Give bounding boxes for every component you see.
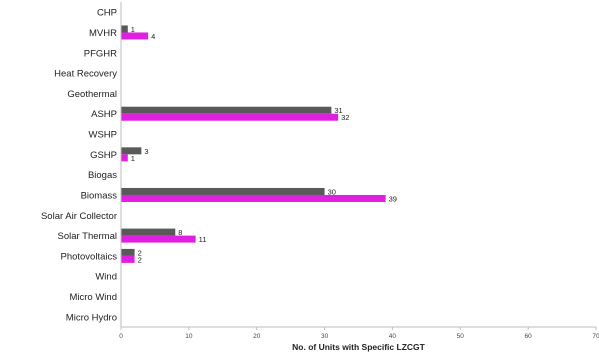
x-ticks: 0 10 20 30 40 50 60 70	[119, 327, 599, 340]
category-label: ASHP	[91, 109, 117, 120]
category-label: Wind	[95, 272, 117, 283]
data-label: 8	[178, 228, 182, 237]
data-label: 30	[328, 187, 336, 196]
x-tick-label: 60	[525, 333, 533, 340]
category-label: Heat Recovery	[54, 69, 117, 80]
bar	[121, 187, 325, 195]
category-label: Micro Hydro	[66, 312, 117, 323]
bar	[121, 106, 332, 114]
category-label: Biomass	[81, 190, 118, 201]
category-labels: CHP MVHR PFGHR Heat Recovery Geothermal ASHP W…	[41, 8, 117, 324]
x-tick-label: 30	[321, 333, 329, 340]
bar	[121, 228, 176, 236]
data-label: 3	[144, 147, 148, 156]
category-label: MVHR	[89, 28, 117, 39]
bar	[121, 147, 142, 155]
bar	[121, 255, 135, 263]
category-label: Solar Air Collector	[41, 211, 117, 222]
data-label: 32	[341, 113, 349, 122]
data-label: 1	[131, 154, 135, 163]
category-label: Solar Thermal	[58, 231, 118, 242]
data-label: 11	[199, 235, 207, 244]
category-label: PFGHR	[84, 48, 117, 59]
category-label: WSHP	[89, 130, 118, 141]
bar	[121, 235, 196, 243]
data-label: 31	[334, 106, 342, 115]
category-label: Photovoltaics	[60, 251, 117, 262]
bar	[121, 248, 135, 256]
bar	[121, 113, 339, 121]
x-tick-label: 0	[119, 333, 123, 340]
bar	[121, 32, 149, 40]
x-tick-label: 20	[253, 333, 261, 340]
x-tick-label: 50	[457, 333, 465, 340]
category-label: GSHP	[90, 150, 117, 161]
bar	[121, 25, 128, 33]
x-tick-label: 10	[185, 333, 193, 340]
category-label: Biogas	[88, 170, 117, 181]
category-label: Geothermal	[67, 89, 117, 100]
data-label: 1	[131, 25, 135, 34]
x-tick-label: 70	[592, 333, 599, 340]
data-label: 39	[389, 194, 397, 203]
x-axis-title: No. of Units with Specific LZCGT	[292, 342, 426, 352]
bar	[121, 194, 386, 202]
x-tick-label: 40	[389, 333, 397, 340]
bar	[121, 154, 128, 162]
category-label: Micro Wind	[69, 292, 117, 303]
data-label: 2	[138, 255, 142, 264]
category-label: CHP	[97, 8, 117, 19]
data-label: 4	[151, 32, 155, 41]
data-label: 2	[138, 248, 142, 257]
bars	[121, 25, 386, 263]
